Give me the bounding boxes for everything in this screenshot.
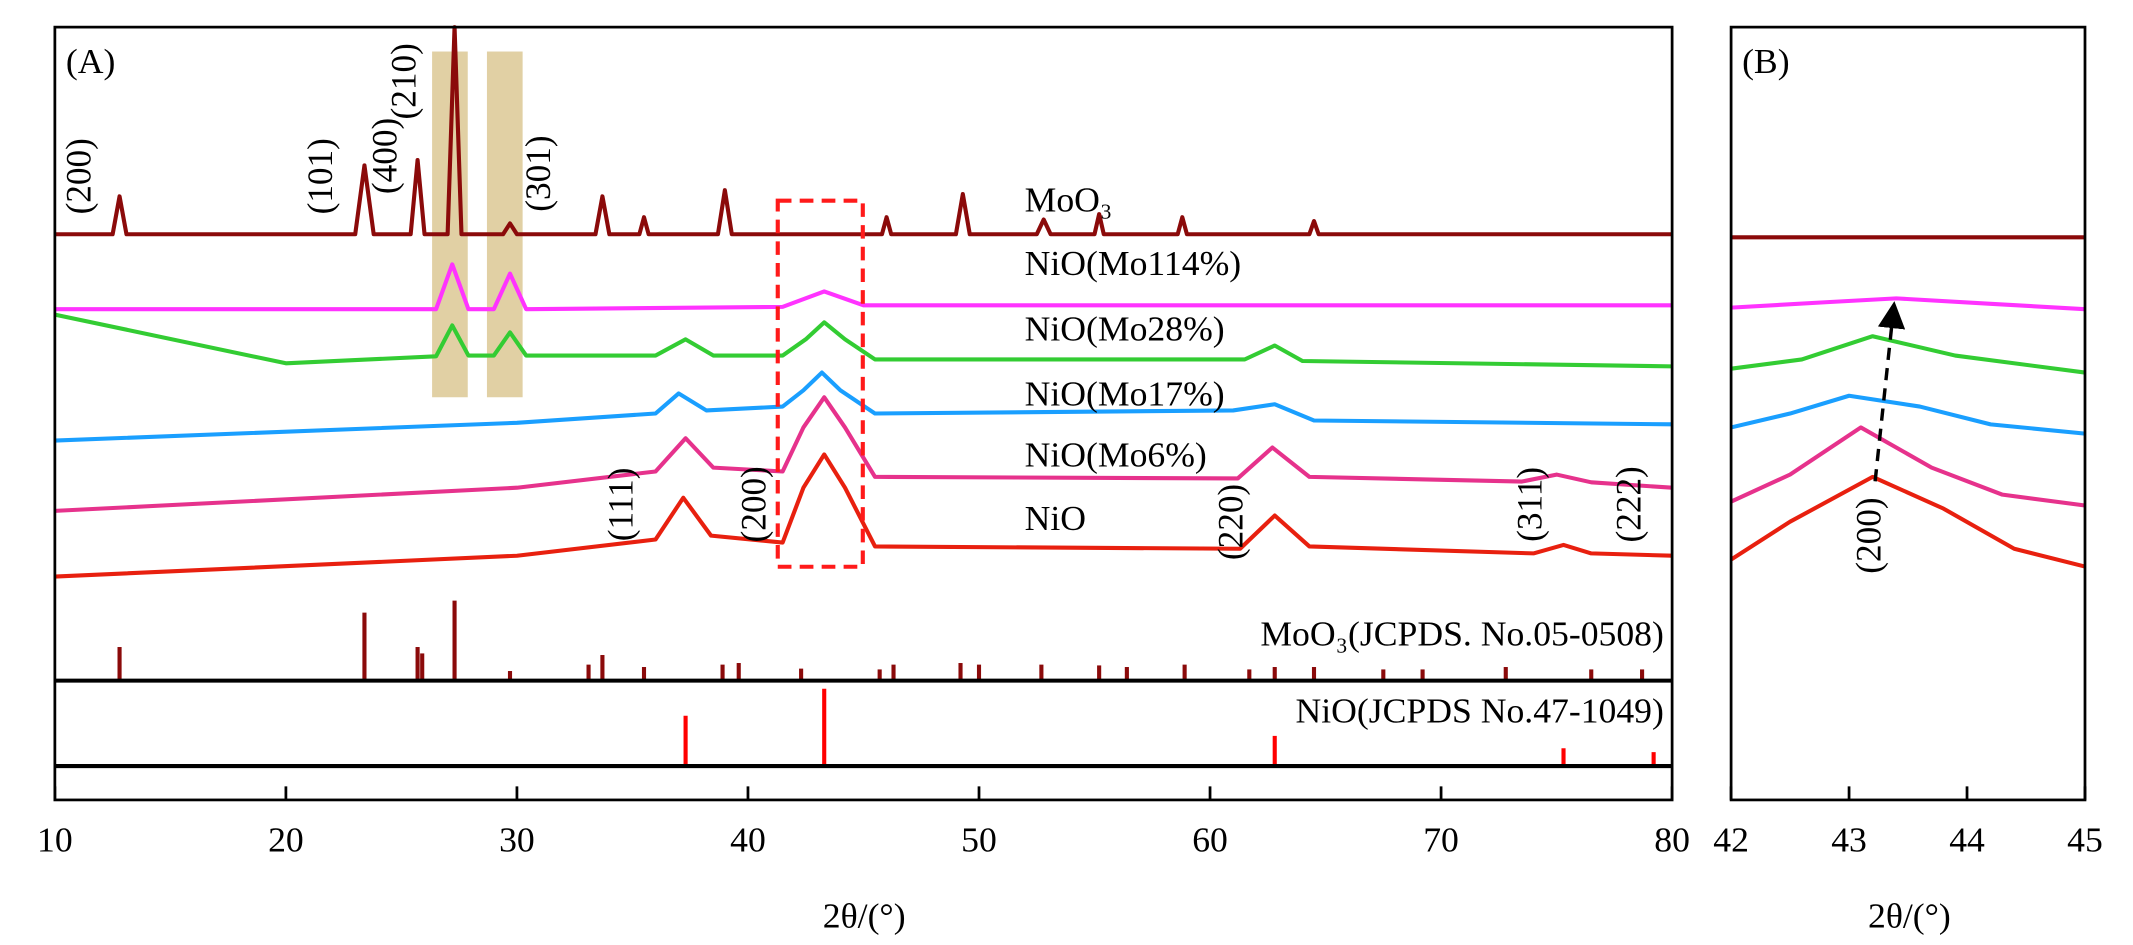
series-line: [54, 312, 1673, 369]
zoom-box: [775, 198, 865, 569]
x-tick-label: 42: [1713, 820, 1749, 860]
panel-frame: [1729, 25, 2087, 802]
series-label: NiO(Mo17%): [1025, 374, 1225, 414]
x-tick-label: 43: [1831, 820, 1867, 860]
x-tick-label: 45: [2067, 820, 2103, 860]
x-tick-label: 80: [1654, 820, 1690, 860]
series-label: NiO(Mo28%): [1025, 308, 1225, 348]
series-line: [54, 370, 1673, 443]
series-line: [54, 25, 1673, 237]
series-line: [54, 262, 1673, 312]
series-label: MoO₃: [1025, 180, 1113, 220]
shift-arrow: [1873, 301, 1906, 482]
panel-label: (B): [1742, 41, 1790, 81]
x-axis-label: 2θ/(°): [1868, 896, 1951, 936]
peak-label: (301): [518, 135, 558, 211]
peak-label: (200): [58, 138, 98, 214]
reference-label: MoO₃(JCPDS. No.05-0508): [1260, 614, 1664, 654]
series-line: [1730, 393, 2086, 436]
x-tick-label: 50: [961, 820, 997, 860]
series-line: [1730, 334, 2086, 375]
peak-label: (220): [1211, 484, 1251, 560]
peak-label: (400): [364, 118, 404, 194]
x-tick-label: 10: [37, 820, 73, 860]
peak-label: (210): [383, 43, 423, 119]
peak-label: (200): [733, 466, 773, 542]
peak-label: (222): [1608, 466, 1648, 542]
panel-frame: [53, 25, 1674, 802]
x-tick-label: 60: [1192, 820, 1228, 860]
series-label: NiO: [1025, 498, 1086, 538]
peak-label: (101): [300, 138, 340, 214]
peak-label: (200): [1848, 497, 1888, 573]
x-tick-label: 20: [268, 820, 304, 860]
series-line: [1729, 474, 2086, 569]
x-axis-label: 2θ/(°): [823, 896, 906, 936]
panel-label: (A): [66, 41, 115, 81]
plot-layer: 10 20 30 40 50 60 70 80 MoO₃ NiO(Mo114%) NiO(Mo28%…: [37, 25, 2103, 860]
series-line: [54, 395, 1673, 513]
series-line: [54, 452, 1673, 579]
series-line: [1730, 296, 2086, 312]
reference-label: NiO(JCPDS No.47-1049): [1296, 691, 1664, 731]
x-tick-label: 44: [1949, 820, 1985, 860]
series-label: NiO(Mo114%): [1025, 243, 1241, 283]
x-tick-label: 30: [499, 820, 535, 860]
series-line: [1730, 425, 2086, 508]
peak-label: (311): [1510, 467, 1550, 542]
x-tick-label: 40: [730, 820, 766, 860]
x-tick-label: 70: [1423, 820, 1459, 860]
peak-label: (111): [600, 468, 640, 542]
series-label: NiO(Mo6%): [1025, 435, 1207, 475]
